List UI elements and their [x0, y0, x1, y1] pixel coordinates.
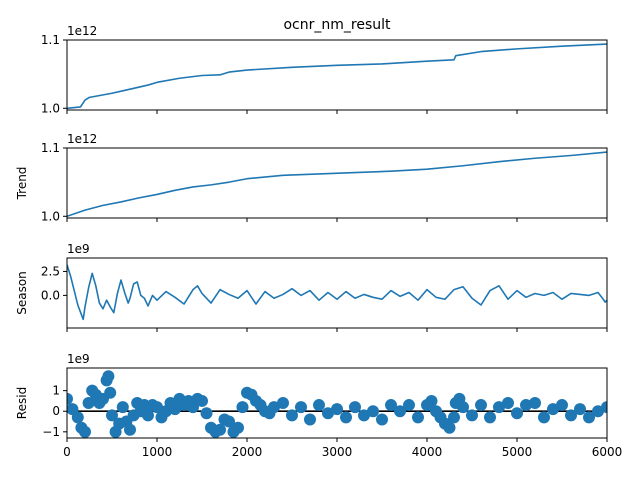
resid-point — [71, 411, 84, 424]
y-tick-label: 1.0 — [41, 209, 60, 223]
resid-point — [322, 407, 334, 420]
resid-point — [583, 411, 595, 424]
y-axis-label: Resid — [15, 387, 29, 419]
x-tick-label: 1000 — [142, 445, 173, 459]
trend-line — [67, 151, 607, 218]
y-tick-label: 2.5 — [41, 264, 60, 278]
resid-point — [304, 413, 316, 426]
resid-point — [286, 409, 298, 422]
resid-point — [104, 386, 117, 399]
resid-point — [466, 409, 478, 422]
resid-point — [574, 403, 586, 416]
resid-point — [565, 409, 577, 422]
resid-point — [268, 401, 280, 414]
y-tick-label: 0.0 — [41, 288, 60, 302]
panel-observed: 1.0 1.1 1e12 — [41, 24, 608, 115]
y-tick-label: 1.1 — [41, 141, 60, 155]
resid-point — [67, 392, 73, 405]
resid-point — [385, 399, 397, 412]
season-line — [67, 264, 607, 321]
y-tick-label: 0 — [52, 404, 60, 418]
panel-frame — [66, 39, 608, 111]
resid-point — [394, 405, 406, 418]
resid-point — [529, 397, 541, 409]
y-tick-label: 1.1 — [41, 33, 60, 47]
resid-point — [601, 401, 607, 414]
resid-point — [538, 411, 550, 424]
resid-point — [214, 423, 226, 436]
resid-point — [457, 401, 469, 414]
offset-label: 1e9 — [67, 242, 90, 256]
resid-point — [511, 407, 523, 420]
y-tick-label: 1.0 — [41, 101, 60, 115]
resid-point — [358, 409, 370, 422]
y-tick-label: −1 — [42, 425, 60, 439]
resid-point — [331, 403, 343, 416]
y-axis-label: Trend — [15, 167, 29, 201]
offset-label: 1e12 — [67, 24, 97, 38]
resid-point — [116, 401, 129, 414]
resid-point — [592, 405, 604, 418]
offset-label: 1e12 — [67, 132, 97, 146]
series-group — [67, 264, 607, 321]
resid-point — [200, 407, 213, 420]
resid-point — [502, 397, 514, 409]
resid-point — [425, 394, 438, 407]
resid-point — [493, 401, 505, 414]
panel-frame — [66, 257, 608, 329]
resid-point — [236, 401, 249, 414]
figure-title: ocnr_nm_result — [283, 17, 391, 33]
resid-point — [367, 405, 379, 418]
resid-point — [443, 421, 456, 434]
resid-point — [484, 411, 496, 424]
resid-point — [196, 394, 208, 407]
x-tick-label: 4000 — [412, 445, 443, 459]
resid-point — [376, 413, 388, 426]
resid-point — [403, 399, 415, 412]
resid-point — [448, 411, 460, 424]
resid-point — [412, 411, 424, 424]
resid-point — [82, 397, 95, 409]
resid-point — [520, 399, 532, 412]
resid-point — [340, 411, 352, 424]
series-group — [67, 43, 607, 110]
observed-line — [67, 43, 607, 110]
series-group — [67, 370, 607, 438]
resid-point — [313, 399, 325, 412]
resid-point — [277, 397, 289, 409]
resid-point — [547, 403, 559, 416]
resid-point — [232, 421, 244, 434]
panels: 1.0 1.1 1e12 1.0 1.1 1e12 Trend 2.5 0.0 1e9 Season… — [15, 24, 622, 459]
offset-label: 1e9 — [67, 352, 90, 366]
resid-point — [124, 423, 136, 436]
resid-point — [295, 401, 307, 414]
y-axis-label: Season — [15, 271, 29, 315]
panel-season: 2.5 0.0 1e9 Season — [15, 242, 608, 332]
panel-trend: 1.0 1.1 1e12 Trend — [15, 132, 608, 223]
resid-point — [349, 401, 361, 414]
resid-point — [106, 409, 118, 422]
resid-point — [102, 370, 115, 383]
resid-point — [475, 399, 487, 412]
resid-point — [169, 403, 181, 416]
x-tick-label: 0 — [63, 445, 71, 459]
resid-point — [151, 401, 163, 414]
x-tick-label: 3000 — [322, 445, 353, 459]
x-tick-label: 5000 — [502, 445, 533, 459]
resid-point — [556, 399, 568, 412]
resid-point — [79, 425, 91, 438]
x-tick-label: 2000 — [232, 445, 263, 459]
resid-point — [223, 415, 235, 428]
series-group — [67, 151, 607, 218]
resid-point — [142, 409, 154, 422]
x-tick-label: 6000 — [592, 445, 623, 459]
y-tick-label: 1 — [52, 384, 60, 398]
